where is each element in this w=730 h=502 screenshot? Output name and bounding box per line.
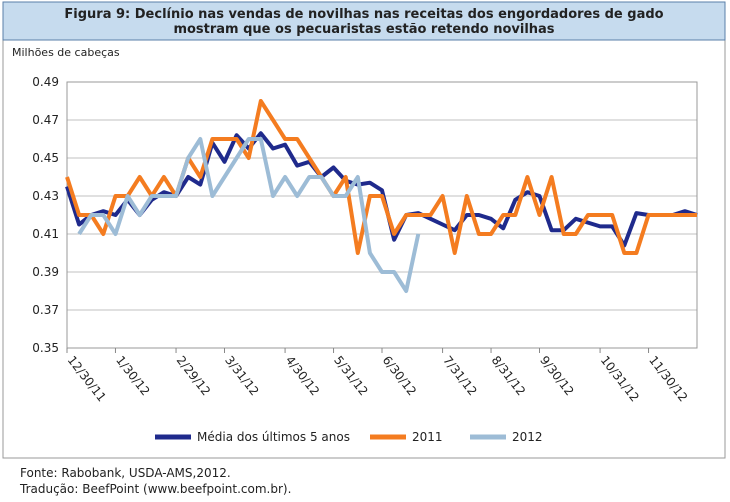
y-axis-label: Milhões de cabeças: [12, 46, 120, 59]
y-tick-label: 0.45: [32, 151, 59, 165]
translation: Tradução: BeefPoint (www.beefpoint.com.b…: [19, 482, 291, 496]
chart-subtitle: mostram que os pecuaristas estão retendo…: [173, 22, 554, 37]
legend-label: 2012: [512, 430, 543, 444]
y-tick-label: 0.49: [32, 75, 59, 89]
y-tick-label: 0.41: [32, 227, 59, 241]
legend-label: Média dos últimos 5 anos: [197, 430, 350, 444]
chart-title: Figura 9: Declínio nas vendas de novilha…: [64, 7, 663, 22]
y-tick-label: 0.37: [32, 303, 59, 317]
y-tick-label: 0.39: [32, 265, 59, 279]
series-line: [77, 137, 421, 293]
source: Fonte: Rabobank, USDA-AMS,2012.: [20, 466, 231, 480]
y-tick-label: 0.35: [32, 341, 59, 355]
legend-label: 2011: [412, 430, 443, 444]
y-tick-label: 0.43: [32, 189, 59, 203]
series-line: [65, 99, 697, 255]
title-banner: [2, 1, 726, 41]
y-tick-label: 0.47: [32, 113, 59, 127]
